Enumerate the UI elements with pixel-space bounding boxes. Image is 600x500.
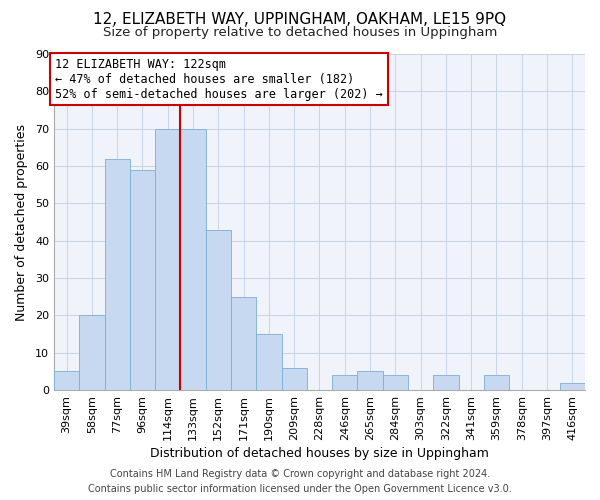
Bar: [130, 170, 155, 390]
Bar: [433, 375, 458, 390]
Bar: [281, 368, 307, 390]
Bar: [181, 128, 206, 390]
Bar: [332, 375, 358, 390]
Text: Contains HM Land Registry data © Crown copyright and database right 2024.
Contai: Contains HM Land Registry data © Crown c…: [88, 469, 512, 494]
Bar: [231, 296, 256, 390]
Bar: [358, 372, 383, 390]
Bar: [256, 334, 281, 390]
Text: 12, ELIZABETH WAY, UPPINGHAM, OAKHAM, LE15 9PQ: 12, ELIZABETH WAY, UPPINGHAM, OAKHAM, LE…: [94, 12, 506, 28]
Y-axis label: Number of detached properties: Number of detached properties: [15, 124, 28, 320]
X-axis label: Distribution of detached houses by size in Uppingham: Distribution of detached houses by size …: [150, 447, 489, 460]
Bar: [155, 128, 181, 390]
Bar: [79, 316, 104, 390]
Bar: [560, 382, 585, 390]
Bar: [54, 372, 79, 390]
Bar: [383, 375, 408, 390]
Bar: [206, 230, 231, 390]
Bar: [484, 375, 509, 390]
Text: 12 ELIZABETH WAY: 122sqm
← 47% of detached houses are smaller (182)
52% of semi-: 12 ELIZABETH WAY: 122sqm ← 47% of detach…: [55, 58, 383, 100]
Bar: [104, 158, 130, 390]
Text: Size of property relative to detached houses in Uppingham: Size of property relative to detached ho…: [103, 26, 497, 39]
